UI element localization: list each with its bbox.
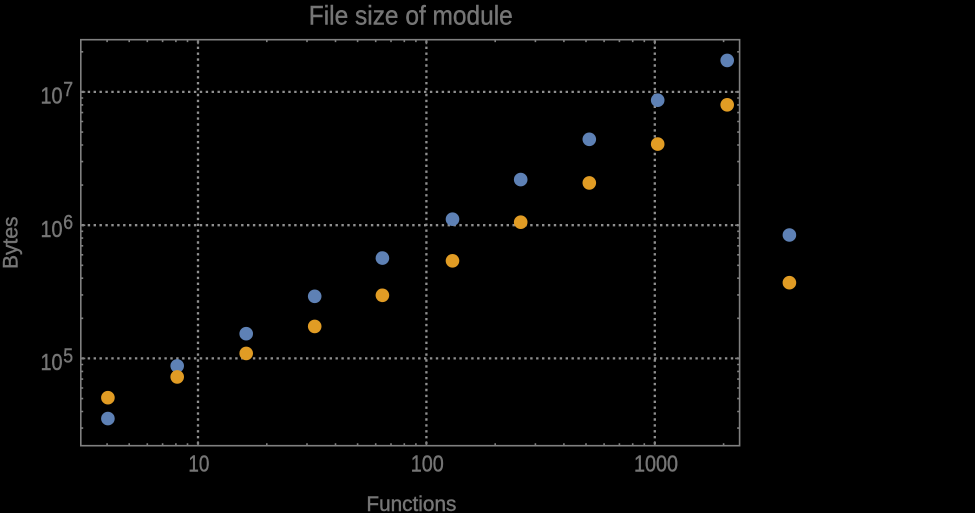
svg-text:6: 6 <box>63 211 73 234</box>
svg-text:10: 10 <box>41 349 63 375</box>
svg-text:10: 10 <box>41 216 63 242</box>
svg-text:10: 10 <box>41 83 63 109</box>
svg-text:10: 10 <box>188 451 209 477</box>
svg-text:1000: 1000 <box>634 451 678 477</box>
svg-text:Bytes: Bytes <box>0 216 23 269</box>
svg-text:7: 7 <box>63 78 73 101</box>
svg-text:5: 5 <box>63 344 73 367</box>
svg-text:File size of module: File size of module <box>309 0 513 30</box>
svg-text:Functions: Functions <box>366 493 456 513</box>
svg-text:100: 100 <box>411 451 444 477</box>
